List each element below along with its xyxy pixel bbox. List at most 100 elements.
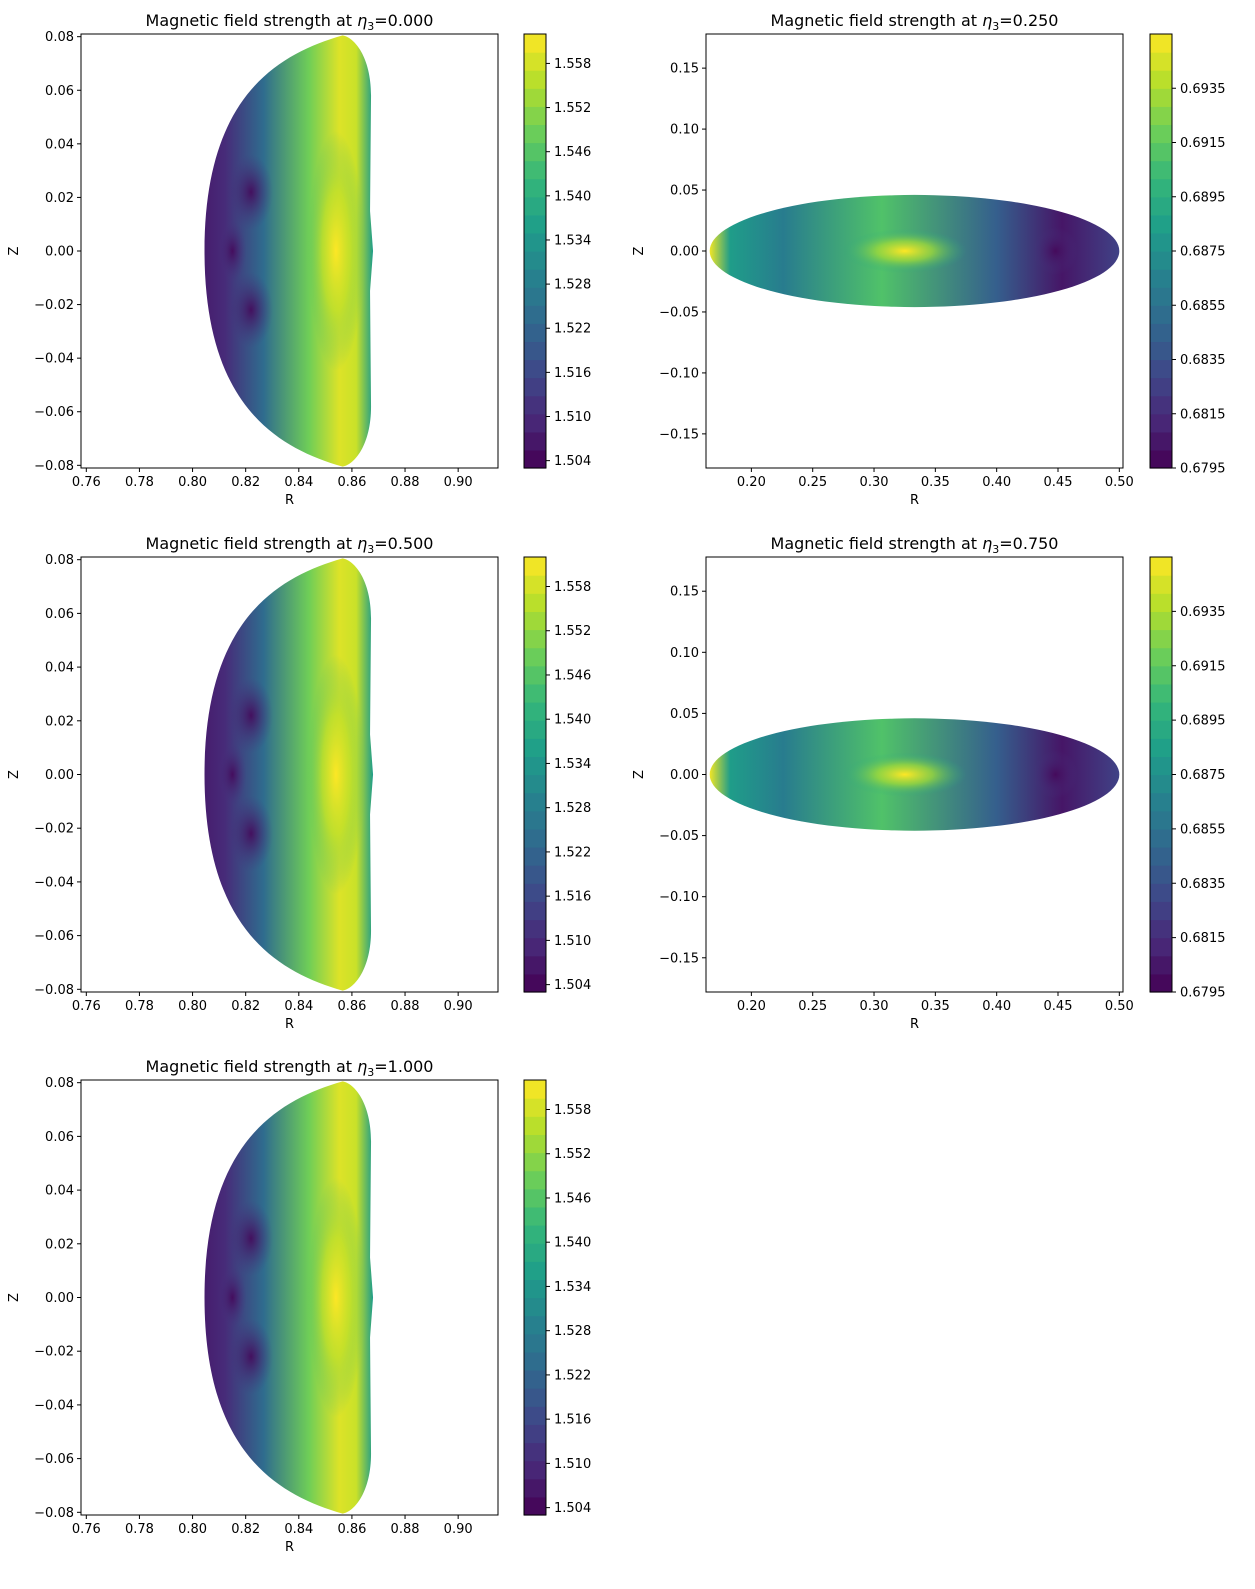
- y-tick-label: 0.00: [670, 768, 699, 783]
- colorbar-tick-label: 0.6935: [1180, 605, 1226, 620]
- x-tick-label: 0.78: [125, 475, 154, 490]
- x-tick-label: 0.88: [391, 475, 420, 490]
- colorbar-band: [524, 142, 546, 162]
- colorbar-tick-label: 1.528: [554, 801, 591, 816]
- y-axis-label: Z: [7, 770, 22, 779]
- colorbar-band: [1150, 160, 1172, 180]
- colorbar-tick-label: 1.504: [554, 978, 591, 993]
- chart-title: Magnetic field strength at η3=1.000: [146, 1057, 434, 1079]
- x-tick-label: 0.90: [444, 1522, 473, 1537]
- y-tick-label: 0.00: [45, 245, 74, 260]
- y-tick-label: −0.05: [659, 829, 699, 844]
- colorbar-tick-label: 1.528: [554, 1324, 591, 1339]
- high-field-core: [842, 229, 967, 273]
- colorbar-band: [1150, 251, 1172, 270]
- colorbar-band: [1150, 738, 1172, 757]
- x-tick-label: 0.20: [737, 475, 766, 490]
- colorbar-tick-label: 0.6795: [1180, 986, 1226, 1001]
- colorbar-band: [524, 359, 546, 379]
- colorbar-band: [1150, 955, 1172, 975]
- x-tick-label: 0.84: [284, 999, 313, 1014]
- colorbar-band: [524, 919, 546, 939]
- colorbar-frame: [523, 1079, 547, 1516]
- colorbar-band: [1150, 305, 1172, 324]
- title-prefix: Magnetic field strength at: [146, 11, 358, 30]
- colorbar-band: [1150, 828, 1172, 848]
- colorbar-tick-label: 1.534: [554, 757, 591, 772]
- colorbar-band: [1150, 611, 1172, 631]
- colorbar-band: [524, 865, 546, 884]
- plot-area: [204, 35, 374, 467]
- colorbar-band: [1150, 88, 1172, 107]
- colorbar-band: [524, 1188, 546, 1208]
- colorbar-band: [524, 665, 546, 685]
- y-tick-label: 0.02: [45, 191, 74, 206]
- colorbar-band: [524, 377, 546, 397]
- colorbar-tick-label: 1.546: [554, 668, 591, 683]
- colorbar-band: [1150, 665, 1172, 685]
- title-prefix: Magnetic field strength at: [146, 1057, 358, 1076]
- colorbar-band: [524, 395, 546, 415]
- subplot-2: 0.20 0.25 0.30 0.35 0.40 0.45 0.50 −0.15 −0.10 −0…: [632, 11, 1226, 508]
- colorbar-tick-label: 0.6915: [1180, 659, 1226, 674]
- title-symbol: η: [982, 11, 992, 30]
- colorbar-band: [1150, 323, 1172, 343]
- colorbar: 0.6795 0.6815 0.6835 0.6855 0.6875 0.6895 0.69…: [1149, 556, 1226, 1001]
- colorbar-band: [524, 160, 546, 180]
- colorbar-tick-label: 1.540: [554, 713, 591, 728]
- colorbar-band: [524, 774, 546, 794]
- y-tick-label: 0.05: [670, 707, 699, 722]
- chart-title: Magnetic field strength at η3=0.500: [146, 534, 434, 556]
- colorbar-tick-label: 0.6795: [1180, 462, 1226, 477]
- colorbar-tick-label: 0.6875: [1180, 245, 1226, 260]
- colorbar-band: [524, 251, 546, 270]
- colorbar-band: [524, 1098, 546, 1117]
- y-tick-label: −0.05: [659, 305, 699, 320]
- colorbar-tick-label: 1.510: [554, 410, 591, 425]
- colorbar-band: [524, 683, 546, 703]
- y-tick-label: 0.15: [670, 585, 699, 600]
- x-axis-label: R: [285, 493, 294, 508]
- colorbar-band: [524, 305, 546, 324]
- colorbar-band: [524, 1496, 546, 1516]
- y-axis-label: Z: [7, 246, 22, 255]
- y-axis-label: Z: [632, 246, 647, 255]
- x-tick-label: 0.30: [860, 475, 889, 490]
- colorbar-band: [524, 937, 546, 957]
- colorbar-band: [524, 1478, 546, 1498]
- y-axis-label: Z: [632, 770, 647, 779]
- colorbar-band: [524, 1279, 546, 1299]
- colorbar-band: [1150, 702, 1172, 721]
- colorbar-band: [1150, 683, 1172, 703]
- colorbar-tick-label: 1.522: [554, 845, 591, 860]
- colorbar-band: [1150, 647, 1172, 667]
- y-tick-label: −0.10: [659, 890, 699, 905]
- colorbar-band: [1150, 810, 1172, 830]
- subplot-3: 0.76 0.78 0.80 0.82 0.84 0.86 0.88 0.90 −0.08 −0.…: [7, 534, 591, 1032]
- y-tick-label: −0.02: [34, 822, 74, 837]
- y-tick-label: −0.06: [34, 1452, 74, 1467]
- x-axis-label: R: [910, 1017, 919, 1032]
- low-field-lobe: [228, 1200, 273, 1277]
- colorbar-band: [524, 1297, 546, 1317]
- y-tick-label: 0.00: [670, 245, 699, 260]
- colorbar-band: [1150, 792, 1172, 812]
- plot-area: [709, 718, 1120, 831]
- colorbar-band: [524, 1116, 546, 1135]
- low-field-lobe: [228, 677, 273, 754]
- colorbar-tick-label: 1.558: [554, 1103, 591, 1118]
- chart-title: Magnetic field strength at η3=0.750: [771, 534, 1059, 556]
- colorbar-band: [524, 449, 546, 469]
- low-field-lobe: [228, 795, 273, 872]
- y-tick-label: 0.06: [45, 84, 74, 99]
- y-tick-label: 0.06: [45, 607, 74, 622]
- y-tick-label: −0.04: [34, 875, 74, 890]
- y-tick-label: 0.02: [45, 1237, 74, 1252]
- colorbar-band: [524, 810, 546, 830]
- x-tick-label: 0.76: [72, 475, 101, 490]
- high-field-core: [842, 752, 967, 797]
- title-prefix: Magnetic field strength at: [771, 11, 983, 30]
- y-tick-label: 0.04: [45, 137, 74, 152]
- colorbar-tick-label: 1.552: [554, 624, 591, 639]
